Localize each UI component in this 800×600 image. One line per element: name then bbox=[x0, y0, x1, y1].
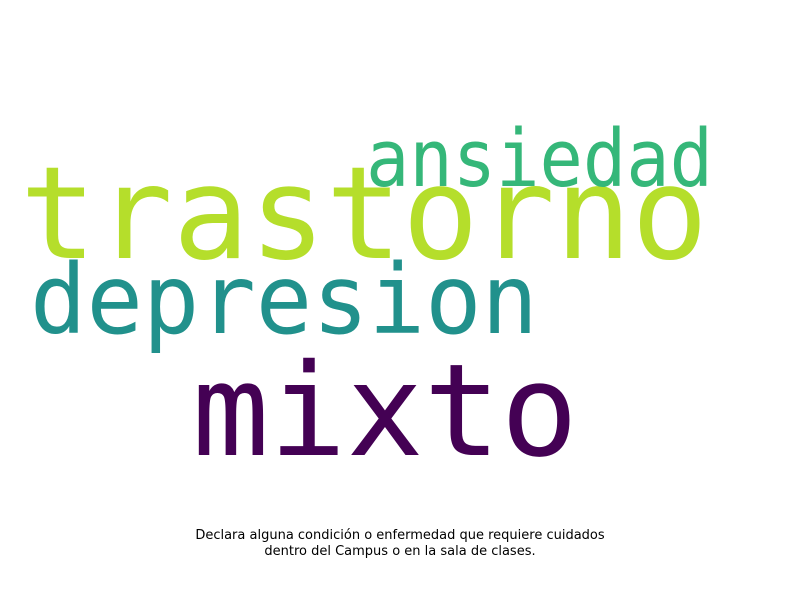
word-trastorno: trastorno bbox=[20, 140, 708, 289]
word-mixto: mixto bbox=[192, 337, 578, 486]
word-depresion: depresion bbox=[30, 244, 538, 356]
chart-caption: Declara alguna condición o enfermedad qu… bbox=[0, 528, 800, 560]
caption-line-2: dentro del Campus o en la sala de clases… bbox=[264, 544, 536, 559]
caption-line-1: Declara alguna condición o enfermedad qu… bbox=[195, 528, 605, 543]
word-ansiedad: ansiedad bbox=[366, 112, 713, 205]
